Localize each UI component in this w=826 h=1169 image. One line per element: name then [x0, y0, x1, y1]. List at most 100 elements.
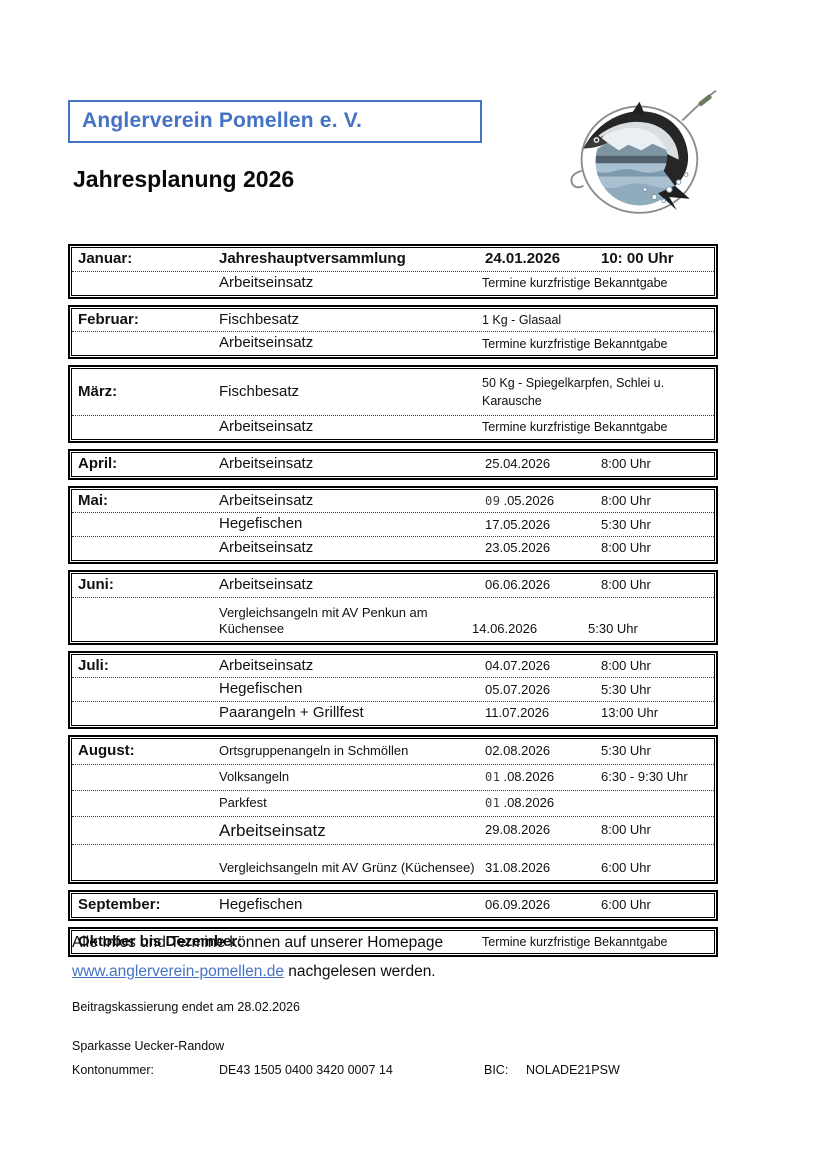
- account-number-label: Kontonummer:: [72, 1063, 154, 1077]
- table-row: Arbeitseinsatz Termine kurzfristige Beka…: [72, 270, 714, 295]
- event-date: 24.01.2026: [485, 250, 561, 267]
- event-label: Arbeitseinsatz: [219, 539, 314, 556]
- event-date: 09.05.2026: [485, 492, 555, 508]
- event-label: Arbeitseinsatz: [219, 273, 314, 291]
- table-row: Parkfest 01.08.2026: [72, 789, 714, 816]
- month-label: August:: [78, 741, 135, 759]
- table-row: Mai: Arbeitseinsatz 09.05.2026 8:00 Uhr: [72, 490, 714, 513]
- month-label: Januar:: [78, 250, 133, 267]
- info-after-link: nachgelesen werden.: [283, 963, 436, 981]
- event-date: 02.08.2026: [485, 743, 551, 759]
- event-time: 5:30 Uhr: [601, 681, 651, 697]
- table-row: Arbeitseinsatz 23.05.2026 8:00 Uhr: [72, 536, 714, 560]
- event-label: Arbeitseinsatz: [219, 575, 314, 593]
- event-label: Arbeitseinsatz: [219, 656, 314, 674]
- event-note: Termine kurzfristige Bekanntgabe: [482, 276, 668, 291]
- table-row: Hegefischen 17.05.2026 5:30 Uhr: [72, 512, 714, 536]
- event-time: 13:00 Uhr: [601, 705, 659, 721]
- event-label: Hegefischen: [219, 515, 303, 533]
- bic-label: BIC:: [484, 1063, 509, 1077]
- month-label: Oktober bis Dezember:: [78, 932, 243, 950]
- month-block-maerz: März: Fischbesatz 50 Kg - Spiegelkarpfen…: [68, 365, 718, 443]
- page-title: Jahresplanung 2026: [73, 166, 295, 192]
- club-name: Anglerverein Pomellen e. V.: [82, 109, 363, 132]
- event-label: Hegefischen: [219, 895, 303, 913]
- event-date: 01.08.2026: [485, 769, 555, 785]
- month-label: Juni:: [78, 575, 114, 593]
- month-block-januar: Januar: Jahreshauptversammlung 24.01.202…: [68, 244, 718, 299]
- event-date: 05.07.2026: [485, 681, 551, 697]
- table-row: Paarangeln + Grillfest 11.07.2026 13:00 …: [72, 701, 714, 725]
- event-time: 6:00 Uhr: [601, 859, 651, 875]
- month-label: Februar:: [78, 310, 139, 328]
- event-date: 11.07.2026: [485, 705, 550, 721]
- event-date: 31.08.2026: [485, 859, 551, 875]
- table-row: Februar: Fischbesatz 1 Kg - Glasaal: [72, 309, 714, 332]
- bic-value: NOLADE21PSW: [526, 1063, 620, 1077]
- event-note: Termine kurzfristige Bekanntgabe: [482, 934, 668, 949]
- table-row: März: Fischbesatz 50 Kg - Spiegelkarpfen…: [72, 369, 714, 415]
- event-time: 8:00 Uhr: [601, 577, 651, 592]
- event-time: 5:30 Uhr: [601, 516, 651, 532]
- schedule-table: Januar: Jahreshauptversammlung 24.01.202…: [68, 244, 718, 963]
- event-time: 8:00 Uhr: [601, 492, 651, 508]
- homepage-link[interactable]: www.anglerverein-pomellen.de: [72, 963, 284, 981]
- event-label: Ortsgruppenangeln in Schmöllen: [219, 743, 409, 759]
- table-row: April: Arbeitseinsatz 25.04.2026 8:00 Uh…: [72, 453, 714, 476]
- event-time: 5:30 Uhr: [601, 743, 651, 759]
- table-row: Oktober bis Dezember: Termine kurzfristi…: [72, 931, 714, 954]
- bank-account-row: Kontonummer: DE43 1505 0400 3420 0007 14…: [72, 1063, 722, 1077]
- month-block-august: August: Ortsgruppenangeln in Schmöllen 0…: [68, 734, 718, 884]
- event-time: 8:00 Uhr: [601, 540, 651, 556]
- event-time: 6:00 Uhr: [601, 897, 651, 912]
- event-time: 10: 00 Uhr: [601, 250, 674, 267]
- event-time: 6:30 - 9:30 Uhr: [601, 769, 688, 785]
- homepage-info-paragraph: Alle Infos und Termine können auf unsere…: [72, 928, 443, 987]
- event-label: Vergleichsangeln mit AV Penkun am Küchen…: [219, 605, 428, 637]
- table-row: Vergleichsangeln mit AV Penkun am Küchen…: [72, 596, 714, 641]
- month-block-april: April: Arbeitseinsatz 25.04.2026 8:00 Uh…: [68, 448, 718, 480]
- table-row: Arbeitseinsatz Termine kurzfristige Beka…: [72, 415, 714, 439]
- month-label: April:: [78, 454, 118, 472]
- bank-name: Sparkasse Uecker-Randow: [72, 1039, 225, 1053]
- event-label: Volksangeln: [219, 769, 290, 785]
- event-label: Parkfest: [219, 795, 267, 811]
- event-label: Fischbesatz: [219, 310, 300, 328]
- event-label: Hegefischen: [219, 680, 303, 698]
- month-label: Juli:: [78, 656, 109, 674]
- month-block-juni: Juni: Arbeitseinsatz 06.06.2026 8:00 Uhr…: [68, 569, 718, 645]
- table-row: Juni: Arbeitseinsatz 06.06.2026 8:00 Uhr: [72, 574, 714, 597]
- event-date: 29.08.2026: [485, 822, 551, 838]
- month-block-februar: Februar: Fischbesatz 1 Kg - Glasaal Arbe…: [68, 304, 718, 359]
- month-label: März:: [78, 382, 118, 400]
- event-date: 17.05.2026: [485, 516, 551, 532]
- event-date: 06.06.2026: [485, 577, 551, 592]
- event-label: Arbeitseinsatz: [219, 454, 314, 472]
- event-time: 8:00 Uhr: [601, 456, 651, 471]
- event-note: Termine kurzfristige Bekanntgabe: [482, 336, 668, 351]
- iban-value: DE43 1505 0400 3420 0007 14: [219, 1063, 393, 1077]
- month-label: Mai:: [78, 491, 108, 509]
- month-label: September:: [78, 895, 161, 913]
- event-label: Arbeitseinsatz: [219, 820, 326, 840]
- table-row: Juli: Arbeitseinsatz 04.07.2026 8:00 Uhr: [72, 655, 714, 678]
- event-date: 23.05.2026: [485, 540, 551, 556]
- month-block-oktober-dezember: Oktober bis Dezember: Termine kurzfristi…: [68, 926, 718, 958]
- dues-deadline-note: Beitragskassierung endet am 28.02.2026: [72, 1000, 300, 1014]
- event-note: 50 Kg - Spiegelkarpfen, Schlei u. Karaus…: [482, 375, 665, 408]
- table-row: Volksangeln 01.08.2026 6:30 - 9:30 Uhr: [72, 763, 714, 790]
- event-date: 01.08.2026: [485, 795, 555, 811]
- month-block-september: September: Hegefischen 06.09.2026 6:00 U…: [68, 889, 718, 921]
- event-date: 06.09.2026: [485, 897, 551, 912]
- event-label: Fischbesatz: [219, 382, 300, 400]
- event-date: 14.06.2026: [472, 621, 538, 637]
- event-note: 1 Kg - Glasaal: [482, 312, 562, 327]
- table-row: Hegefischen 05.07.2026 5:30 Uhr: [72, 677, 714, 701]
- event-time: 5:30 Uhr: [588, 621, 638, 637]
- event-label: Jahreshauptversammlung: [219, 250, 406, 267]
- month-block-mai: Mai: Arbeitseinsatz 09.05.2026 8:00 Uhr …: [68, 485, 718, 564]
- event-label: Arbeitseinsatz: [219, 334, 314, 352]
- fish-logo-icon: [570, 89, 717, 214]
- info-line1: Alle Infos und Termine können auf unsere…: [72, 934, 444, 951]
- table-row: Vergleichsangeln mit AV Grünz (Küchensee…: [72, 843, 714, 880]
